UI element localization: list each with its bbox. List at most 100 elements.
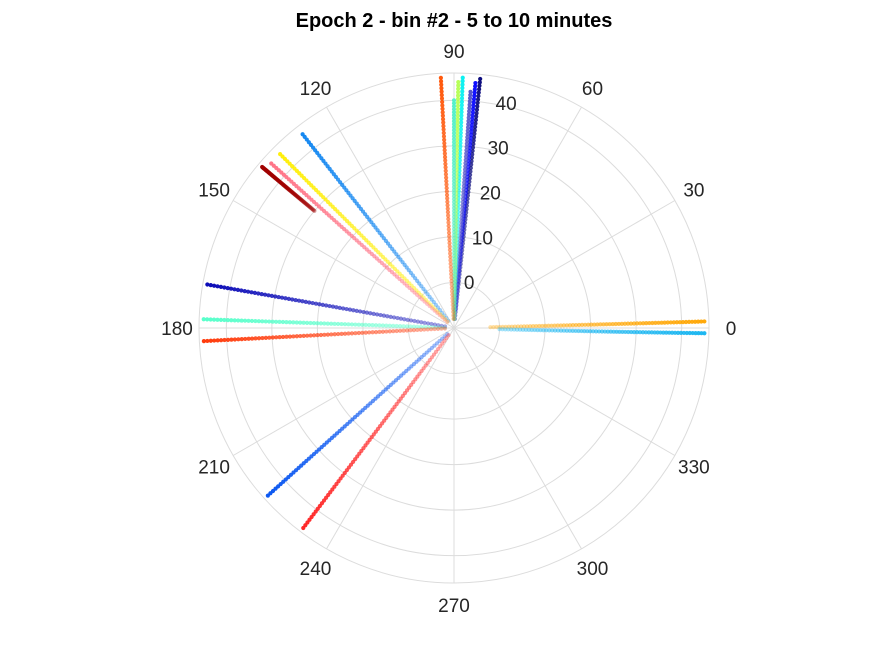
series-point [469, 123, 474, 128]
series-4 [452, 89, 473, 322]
series-point [451, 307, 457, 312]
series-point [427, 303, 432, 309]
series-point [455, 271, 460, 276]
r-tick-label: 10 [472, 228, 493, 249]
series-point [457, 275, 462, 280]
series-point [534, 323, 539, 329]
series-point [239, 288, 244, 293]
series-point [452, 276, 457, 281]
series-point [454, 298, 459, 303]
series-point [623, 329, 628, 335]
series-point [470, 145, 476, 150]
series-point [430, 306, 435, 311]
series-point [451, 152, 457, 157]
series-point [456, 282, 461, 287]
series-point [474, 107, 480, 112]
series-point [520, 327, 526, 332]
series-point [472, 128, 477, 133]
series-point [448, 265, 453, 270]
series-point [658, 330, 663, 335]
series-point [635, 321, 640, 326]
series-point [678, 330, 684, 335]
series-point [433, 349, 439, 354]
series-point [229, 286, 234, 291]
series-point [696, 331, 701, 336]
series-point [451, 271, 457, 276]
series-point [451, 211, 457, 217]
series-point [218, 317, 224, 322]
series-point [415, 278, 420, 283]
series-point [451, 131, 457, 136]
series-point [439, 323, 444, 328]
series-point [253, 336, 258, 341]
series-point [471, 106, 476, 112]
series-point [423, 289, 428, 294]
series-point [459, 106, 464, 111]
series-point [458, 137, 463, 142]
series-point [363, 322, 368, 328]
series-point [473, 121, 478, 126]
series-point [405, 317, 410, 322]
series-point [232, 287, 237, 292]
series-point [453, 303, 458, 309]
series-point [466, 112, 472, 117]
series-point [460, 209, 465, 214]
series-point [453, 275, 458, 280]
series-point [453, 268, 459, 273]
series-point [634, 330, 640, 335]
series-point [418, 327, 423, 332]
series-point [579, 328, 584, 334]
series-point [445, 203, 450, 208]
series-point [452, 316, 457, 322]
series-point [497, 327, 502, 332]
series-point [455, 124, 460, 129]
series-point [451, 199, 457, 205]
series-point [550, 328, 555, 333]
series-point [256, 319, 261, 324]
series-point [452, 310, 457, 315]
series-point [380, 323, 385, 328]
series-point [426, 300, 431, 305]
series-point [451, 292, 457, 297]
theta-tick-label: 0 [726, 319, 737, 340]
series-point [409, 283, 414, 288]
series-point [467, 142, 473, 147]
series-point [674, 320, 679, 325]
series-point [458, 134, 463, 139]
series-point [280, 319, 286, 325]
series-point [439, 96, 445, 101]
series-point [435, 325, 441, 330]
series-point [655, 330, 660, 335]
series-point [256, 336, 262, 341]
series-point [503, 324, 508, 329]
series-point [446, 220, 451, 225]
series-point [442, 313, 447, 318]
data-series [201, 75, 707, 531]
series-point [335, 321, 341, 327]
series-point [555, 328, 561, 333]
theta-tick-label: 210 [198, 458, 230, 479]
series-point [525, 324, 530, 329]
series-point [442, 326, 448, 331]
series-point [591, 329, 596, 334]
series-point [451, 214, 457, 220]
series-point [468, 89, 473, 94]
series-point [260, 335, 265, 341]
series-point [620, 329, 625, 334]
series-point [468, 139, 473, 144]
series-point [427, 348, 432, 353]
series-point [253, 318, 258, 324]
series-point [450, 306, 456, 311]
series-point [451, 253, 457, 259]
series-point [460, 75, 465, 80]
series-point [453, 300, 458, 305]
series-point [464, 151, 469, 156]
series-point [626, 329, 631, 335]
series-point [422, 352, 427, 357]
series-point [472, 90, 477, 95]
series-point [438, 75, 443, 80]
series-point [298, 320, 303, 325]
series-point [494, 324, 499, 330]
series-point [296, 298, 302, 303]
series-point [662, 320, 667, 325]
